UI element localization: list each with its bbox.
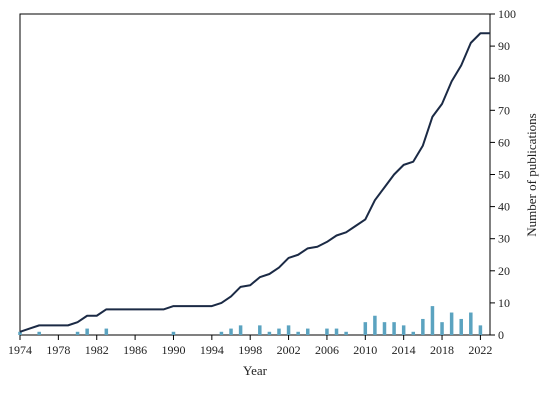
y-tick-label: 20 — [498, 264, 510, 278]
bar-2011 — [373, 315, 377, 335]
y-axis-title: Number of publications — [524, 113, 539, 236]
x-tick-label: 2018 — [430, 343, 454, 357]
y-tick-label: 50 — [498, 168, 510, 182]
bar-1976 — [37, 331, 41, 335]
bar-2010 — [363, 322, 368, 335]
bar-1983 — [104, 328, 109, 335]
x-tick-label: 2022 — [468, 343, 492, 357]
x-tick-label: 1982 — [85, 343, 109, 357]
x-tick-label: 2002 — [277, 343, 301, 357]
y-tick-label: 30 — [498, 232, 510, 246]
y-tick-label: 90 — [498, 39, 510, 53]
bar-2012 — [382, 322, 387, 335]
bar-2000 — [267, 331, 272, 335]
bar-2003 — [296, 331, 300, 335]
bar-2022 — [478, 325, 483, 335]
bar-2006 — [325, 328, 329, 335]
line-series — [19, 32, 490, 333]
x-tick-label: 1998 — [238, 343, 262, 357]
bar-2008 — [344, 331, 348, 335]
x-tick-label: 2010 — [353, 343, 377, 357]
bar-2001 — [277, 328, 281, 335]
y-tick-label: 100 — [498, 7, 516, 21]
bar-1980 — [75, 331, 80, 335]
x-tick-label: 2006 — [315, 343, 339, 357]
y-tick-label: 60 — [498, 135, 510, 149]
y-tick-label: 70 — [498, 103, 510, 117]
bar-2016 — [421, 318, 425, 335]
bar-2018 — [440, 322, 444, 335]
bar-1999 — [258, 325, 262, 335]
y-tick-label: 0 — [498, 328, 504, 342]
bar-1996 — [229, 328, 233, 335]
y-tick-label: 80 — [498, 71, 510, 85]
cumulative-line — [19, 32, 490, 333]
y-axis-ticks: 0 10 20 30 40 50 60 70 80 90 100 — [490, 7, 516, 342]
bar-1997 — [238, 325, 243, 335]
bar-2019 — [449, 312, 454, 335]
bar-2013 — [392, 322, 396, 335]
bar-1981 — [85, 328, 89, 335]
x-axis-title: Year — [243, 363, 268, 378]
x-tick-label: 1974 — [8, 343, 32, 357]
plot-frame — [19, 13, 491, 336]
y-tick-label: 10 — [498, 296, 510, 310]
x-tick-label: 1978 — [46, 343, 70, 357]
bar-2007 — [334, 328, 339, 335]
x-tick-label: 1986 — [123, 343, 147, 357]
y-tick-label: 40 — [498, 200, 510, 214]
bar-2014 — [401, 325, 406, 335]
bar-2020 — [459, 318, 463, 335]
x-tick-label: 1994 — [200, 343, 224, 357]
bar-1995 — [219, 331, 224, 335]
bar-series — [18, 306, 483, 335]
x-tick-label: 1990 — [161, 343, 185, 357]
bar-2015 — [411, 331, 416, 335]
bar-2021 — [469, 312, 473, 335]
x-axis-ticks: 1974 1978 1982 1986 1990 1994 1998 2002 2006 2010… — [8, 335, 492, 357]
bar-1974 — [18, 331, 22, 335]
x-tick-label: 2014 — [392, 343, 416, 357]
bar-2002 — [286, 325, 291, 335]
bar-2017 — [430, 306, 435, 335]
bar-2004 — [306, 328, 310, 335]
bar-1990 — [171, 331, 176, 335]
